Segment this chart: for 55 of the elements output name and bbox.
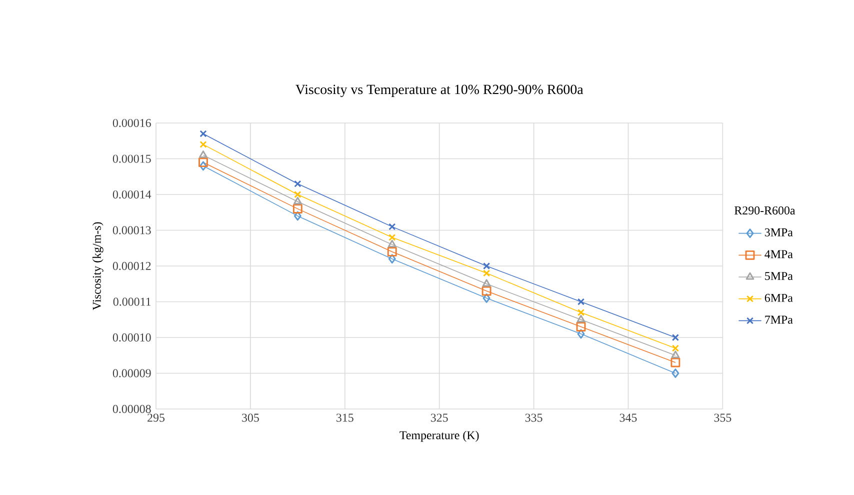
point bbox=[200, 140, 207, 148]
y-tick-label: 0.00014 bbox=[112, 190, 152, 199]
point bbox=[577, 329, 585, 339]
y-tick-label: 0.00016 bbox=[112, 118, 151, 128]
y-tick-label: 0.00015 bbox=[112, 154, 151, 163]
y-tick-label: 0.00009 bbox=[112, 369, 151, 378]
point bbox=[483, 262, 490, 270]
legend-title: R290-R600a bbox=[734, 206, 796, 214]
point bbox=[672, 368, 680, 378]
point bbox=[200, 130, 207, 138]
y-tick-label: 0.00008 bbox=[112, 404, 151, 414]
legend-label: 5MPa bbox=[765, 272, 793, 280]
point bbox=[576, 322, 586, 332]
point bbox=[294, 190, 302, 198]
y-tick-label: 0.00012 bbox=[112, 262, 151, 270]
point bbox=[388, 223, 396, 230]
x-tick-label: 315 bbox=[336, 414, 354, 422]
point bbox=[482, 293, 490, 303]
chart-title: Viscosity vs Temperature at 10% R290-90% R600a bbox=[296, 84, 584, 97]
legend-label: 7MPa bbox=[765, 316, 793, 324]
x-tick-label: 295 bbox=[148, 414, 165, 422]
y-axis-title: Viscosity (kg/m-s) bbox=[92, 222, 104, 310]
point bbox=[294, 180, 302, 188]
point bbox=[294, 211, 302, 221]
point bbox=[672, 334, 679, 342]
point bbox=[293, 196, 302, 204]
y-tick-label: 0.00010 bbox=[112, 333, 151, 342]
point bbox=[388, 254, 396, 264]
point bbox=[200, 161, 207, 171]
point bbox=[670, 358, 680, 368]
point bbox=[388, 240, 396, 248]
point bbox=[482, 279, 491, 287]
point bbox=[483, 270, 490, 277]
point bbox=[199, 150, 208, 158]
point bbox=[671, 350, 680, 358]
x-tick-label: 355 bbox=[714, 414, 732, 422]
point bbox=[577, 298, 585, 306]
point bbox=[292, 204, 302, 214]
legend-label: 4MPa bbox=[764, 250, 793, 258]
point bbox=[577, 308, 585, 316]
legend-label: 3MPa bbox=[764, 228, 793, 236]
x-tick-label: 345 bbox=[620, 414, 637, 422]
x-tick-label: 325 bbox=[430, 414, 448, 422]
legend-label: 6MPa bbox=[764, 294, 793, 302]
point bbox=[576, 314, 586, 322]
point bbox=[672, 344, 679, 352]
point bbox=[387, 246, 397, 256]
x-tick-label: 335 bbox=[525, 414, 542, 422]
x-axis-title: Temperature (K) bbox=[400, 430, 479, 442]
y-tick-label: 0.00011 bbox=[113, 298, 151, 306]
point bbox=[482, 286, 492, 296]
point bbox=[388, 234, 396, 241]
point bbox=[198, 158, 208, 168]
y-tick-label: 0.00013 bbox=[112, 226, 151, 234]
x-tick-label: 305 bbox=[242, 414, 259, 422]
